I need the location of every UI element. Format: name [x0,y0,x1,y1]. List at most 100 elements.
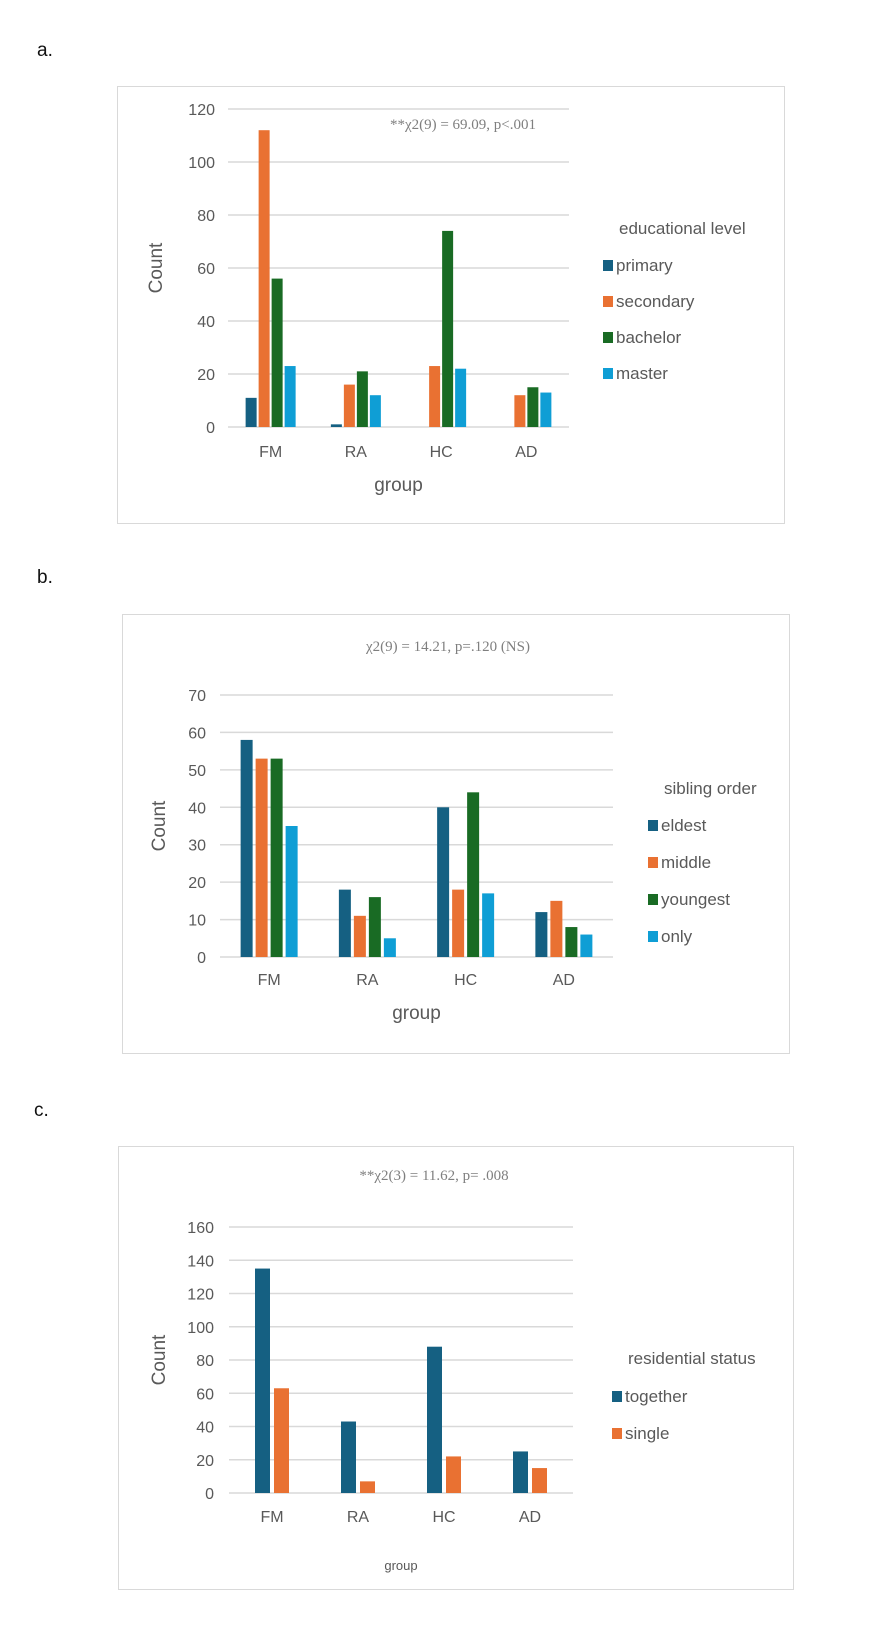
chart-b-legend-swatch-only [648,931,658,942]
chart-a-bar-hc-bachelor [442,230,454,427]
chart-a-bar-fm-primary [245,397,257,427]
chart-b-legend-label-youngest: youngest [661,890,730,909]
chart-a-legend-label-primary: primary [616,256,673,275]
chart-c-legend-label-single: single [625,1424,669,1443]
chart-a-bar-fm-master [284,366,296,427]
chart-b-sibling-order [122,614,790,1054]
chart-b-bar-hc-youngest [467,792,480,957]
chart-b-ytick-label: 50 [188,763,206,780]
chart-b-legend-label-only: only [661,927,693,946]
chart-c-legend-title: residential status [628,1349,756,1368]
chart-b-bar-hc-only [482,893,495,957]
panel-label-c: c. [34,1100,49,1121]
chart-a-legend-swatch-master [603,368,613,379]
chart-b-xtick-label: FM [258,972,281,989]
chart-c-ytick-label: 100 [187,1320,214,1337]
chart-a-bar-hc-master [455,368,467,427]
chart-a-ytick-label: 20 [197,367,215,384]
chart-b-bar-ad-youngest [565,927,578,957]
chart-b-bar-fm-youngest [270,758,283,957]
chart-a-legend-title: educational level [619,219,746,238]
chart-b-legend-label-eldest: eldest [661,816,707,835]
chart-a-xtick-label: RA [345,444,368,461]
chart-a-ytick-label: 0 [206,420,215,437]
chart-c-ytick-label: 0 [205,1486,214,1503]
chart-b-bar-ad-middle [550,900,563,957]
chart-b-ytick-label: 70 [188,688,206,705]
chart-b-bar-ra-youngest [368,897,381,957]
chart-b-y-axis-title: Count [149,800,170,851]
chart-a-ytick-label: 120 [188,102,215,119]
chart-c-xtick-label: HC [432,1509,455,1526]
chart-b-xtick-label: HC [454,972,477,989]
chart-c-stat-title: **χ2(3) = 11.62, p= .008 [359,1168,508,1184]
chart-a-ytick-label: 60 [197,261,215,278]
chart-c-xtick-label: AD [519,1509,541,1526]
chart-c-residential-status [118,1146,794,1590]
chart-b-ytick-label: 0 [197,950,206,967]
chart-c-ytick-label: 120 [187,1287,214,1304]
chart-c-bar-ad-together [513,1451,528,1493]
chart-c-xtick-label: FM [260,1509,283,1526]
chart-b-xtick-label: RA [356,972,379,989]
chart-c-bar-hc-single [446,1456,461,1493]
chart-b-xtick-label: AD [553,972,575,989]
chart-a-bar-hc-secondary [429,366,441,427]
chart-b-legend-swatch-youngest [648,894,658,905]
chart-a-bar-ad-master [540,392,552,427]
chart-b-legend-swatch-eldest [648,820,658,831]
chart-c-ytick-label: 140 [187,1253,214,1270]
chart-a-bar-fm-bachelor [271,278,283,427]
chart-a-xtick-label: HC [430,444,453,461]
chart-a-bar-ad-bachelor [527,387,539,427]
chart-b-ytick-label: 10 [188,913,206,930]
chart-a-x-axis-title: group [374,475,423,496]
chart-a-bar-ra-primary [330,424,342,427]
chart-c-ytick-label: 160 [187,1220,214,1237]
chart-a-stat-title: **χ2(9) = 69.09, p<.001 [390,117,536,133]
chart-c-bar-fm-single [274,1388,289,1493]
chart-c-legend-label-together: together [625,1387,688,1406]
chart-b-bar-ra-eldest [338,889,351,957]
chart-c-x-axis-title: group [384,1558,417,1573]
chart-b-bar-fm-only [285,826,298,957]
chart-a-bar-ra-secondary [343,384,355,427]
chart-b-bar-ra-middle [353,915,366,957]
chart-a-ytick-label: 80 [197,208,215,225]
chart-b-ytick-label: 20 [188,875,206,892]
chart-b-bar-ad-eldest [535,912,548,957]
panel-label-b: b. [37,567,53,588]
chart-b-x-axis-title: group [392,1003,441,1024]
chart-b-bar-fm-eldest [240,739,253,957]
chart-a-y-axis-title: Count [146,242,167,293]
chart-c-bar-hc-together [427,1346,442,1493]
chart-b-ytick-label: 60 [188,725,206,742]
chart-a-xtick-label: FM [259,444,282,461]
chart-c-bar-fm-together [255,1268,270,1493]
chart-c-xtick-label: RA [347,1509,370,1526]
chart-c-bar-ra-together [341,1421,356,1493]
chart-b-ytick-label: 30 [188,838,206,855]
chart-b-bar-ad-only [580,934,593,957]
chart-b-stat-title: χ2(9) = 14.21, p=.120 (NS) [365,639,530,655]
chart-a-bar-ra-bachelor [356,371,368,427]
chart-a-legend-swatch-primary [603,260,613,271]
chart-a-xtick-label: AD [515,444,537,461]
chart-a-bar-fm-secondary [258,130,270,427]
chart-a-legend-label-secondary: secondary [616,292,695,311]
chart-a-ytick-label: 100 [188,155,215,172]
chart-c-ytick-label: 40 [196,1420,214,1437]
chart-c-ytick-label: 60 [196,1386,214,1403]
chart-c-y-axis-title: Count [149,1334,170,1385]
chart-b-bar-ra-only [383,938,396,957]
panel-label-a: a. [37,40,53,61]
chart-a-legend-label-master: master [616,364,668,383]
chart-c-legend-swatch-single [612,1428,622,1439]
chart-b-bar-fm-middle [255,758,268,957]
chart-c-bar-ra-single [360,1481,375,1493]
chart-b-bar-hc-middle [452,889,465,957]
chart-c-bar-ad-single [532,1468,547,1493]
chart-b-ytick-label: 40 [188,800,206,817]
chart-c-legend-swatch-together [612,1391,622,1402]
